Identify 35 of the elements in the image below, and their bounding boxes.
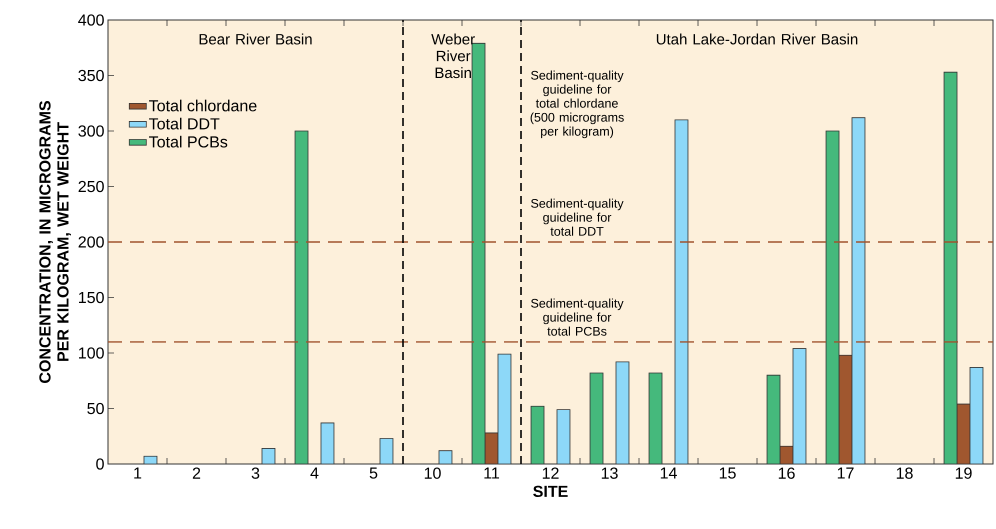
x-tick-label: 10	[424, 468, 441, 479]
annotation: Weber River Basin	[431, 34, 475, 78]
y-tick-label: 50	[87, 402, 104, 414]
y-tick-label: 150	[79, 292, 104, 304]
y-tick-label: 200	[78, 236, 104, 248]
legend-label: Total DDT	[149, 118, 220, 130]
x-tick-label: 5	[370, 468, 378, 479]
annotation: Sediment-quality guideline for total chlordane (500 micrograms per kilogram)	[530, 70, 624, 138]
x-tick-label: 17	[838, 468, 854, 479]
x-tick-label: 14	[660, 468, 677, 479]
x-tick-label: 12	[542, 468, 559, 479]
y-tick-label: 250	[78, 180, 104, 192]
y-tick-label: 400	[78, 14, 104, 26]
x-tick-label: 13	[602, 468, 618, 479]
y-axis-title: CONCENTRATION, IN MICROGRAMS PER KILOGRAM, WET WEIGHT	[39, 101, 71, 383]
x-tick-label: 11	[484, 468, 500, 479]
legend-label: Total PCBs	[149, 136, 228, 148]
x-tick-label: 19	[956, 468, 972, 479]
x-tick-label: 4	[310, 468, 318, 479]
y-tick-label: 0	[96, 458, 104, 470]
legend-label: Total chlordane	[149, 100, 256, 112]
y-tick-label: 300	[78, 125, 104, 137]
x-tick-label: 15	[720, 468, 736, 479]
x-tick-label: 18	[896, 468, 913, 479]
ref-line-label: Sediment-quality guideline for total PCBs	[531, 298, 624, 336]
ref-line-label: Sediment-quality guideline for total DDT	[531, 198, 624, 236]
x-tick-label: 16	[778, 468, 795, 479]
y-tick-label: 350	[78, 70, 104, 82]
annotation: Bear River Basin	[200, 34, 312, 45]
x-tick-label: 2	[192, 468, 200, 479]
y-tick-label: 100	[79, 347, 104, 359]
annotation: Utah Lake-Jordan River Basin	[656, 34, 858, 45]
x-axis-title: SITE	[533, 486, 568, 498]
x-tick-label: 1	[134, 468, 142, 479]
x-tick-label: 3	[252, 468, 260, 479]
